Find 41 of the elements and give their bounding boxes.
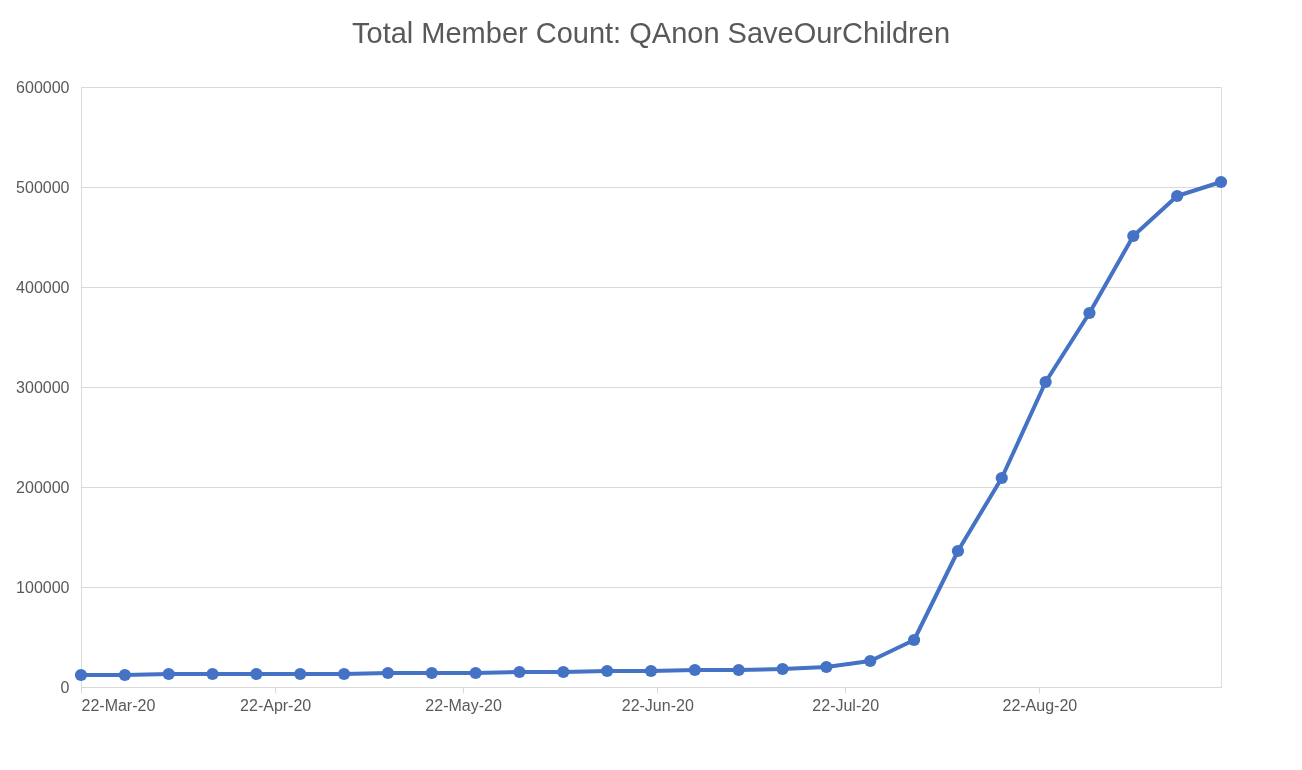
point <box>1083 306 1096 320</box>
point <box>1039 375 1052 389</box>
chart-title: Total Member Count: QAnon SaveOurChildren <box>351 17 951 49</box>
point <box>162 667 175 681</box>
point <box>206 667 219 681</box>
y-tick-label: 0 <box>60 678 70 696</box>
point <box>601 664 614 678</box>
point <box>469 666 482 680</box>
x-tick-label: 22-May-20 <box>425 696 502 714</box>
point <box>995 471 1008 485</box>
point <box>337 667 351 681</box>
point <box>557 665 570 679</box>
point <box>1171 189 1184 203</box>
point <box>776 662 789 676</box>
point <box>118 668 131 682</box>
y-tick-label: 600000 <box>16 78 70 96</box>
point <box>820 660 833 674</box>
point <box>688 663 701 677</box>
point <box>644 664 658 678</box>
point <box>250 667 263 681</box>
x-tick-label: 22-Apr-20 <box>240 696 312 714</box>
point <box>864 654 877 668</box>
point <box>513 665 526 679</box>
point <box>907 633 921 647</box>
point <box>951 544 965 558</box>
y-tick-label: 200000 <box>16 478 70 496</box>
point <box>732 663 745 677</box>
point <box>294 667 307 681</box>
x-tick-label: 22-Mar-20 <box>81 696 156 714</box>
y-tick-label: 500000 <box>16 178 70 196</box>
y-tick-label: 100000 <box>16 578 70 596</box>
point <box>381 666 395 680</box>
point <box>74 668 88 682</box>
x-tick-label: 22-Jul-20 <box>812 696 880 714</box>
y-tick-label: 400000 <box>16 278 70 296</box>
x-tick-label: 22-Aug-20 <box>1002 696 1078 714</box>
x-tick-label: 22-Jun-20 <box>621 696 694 714</box>
point <box>425 666 438 680</box>
point <box>1127 229 1140 243</box>
y-tick-label: 300000 <box>16 378 70 396</box>
point <box>1214 175 1228 189</box>
